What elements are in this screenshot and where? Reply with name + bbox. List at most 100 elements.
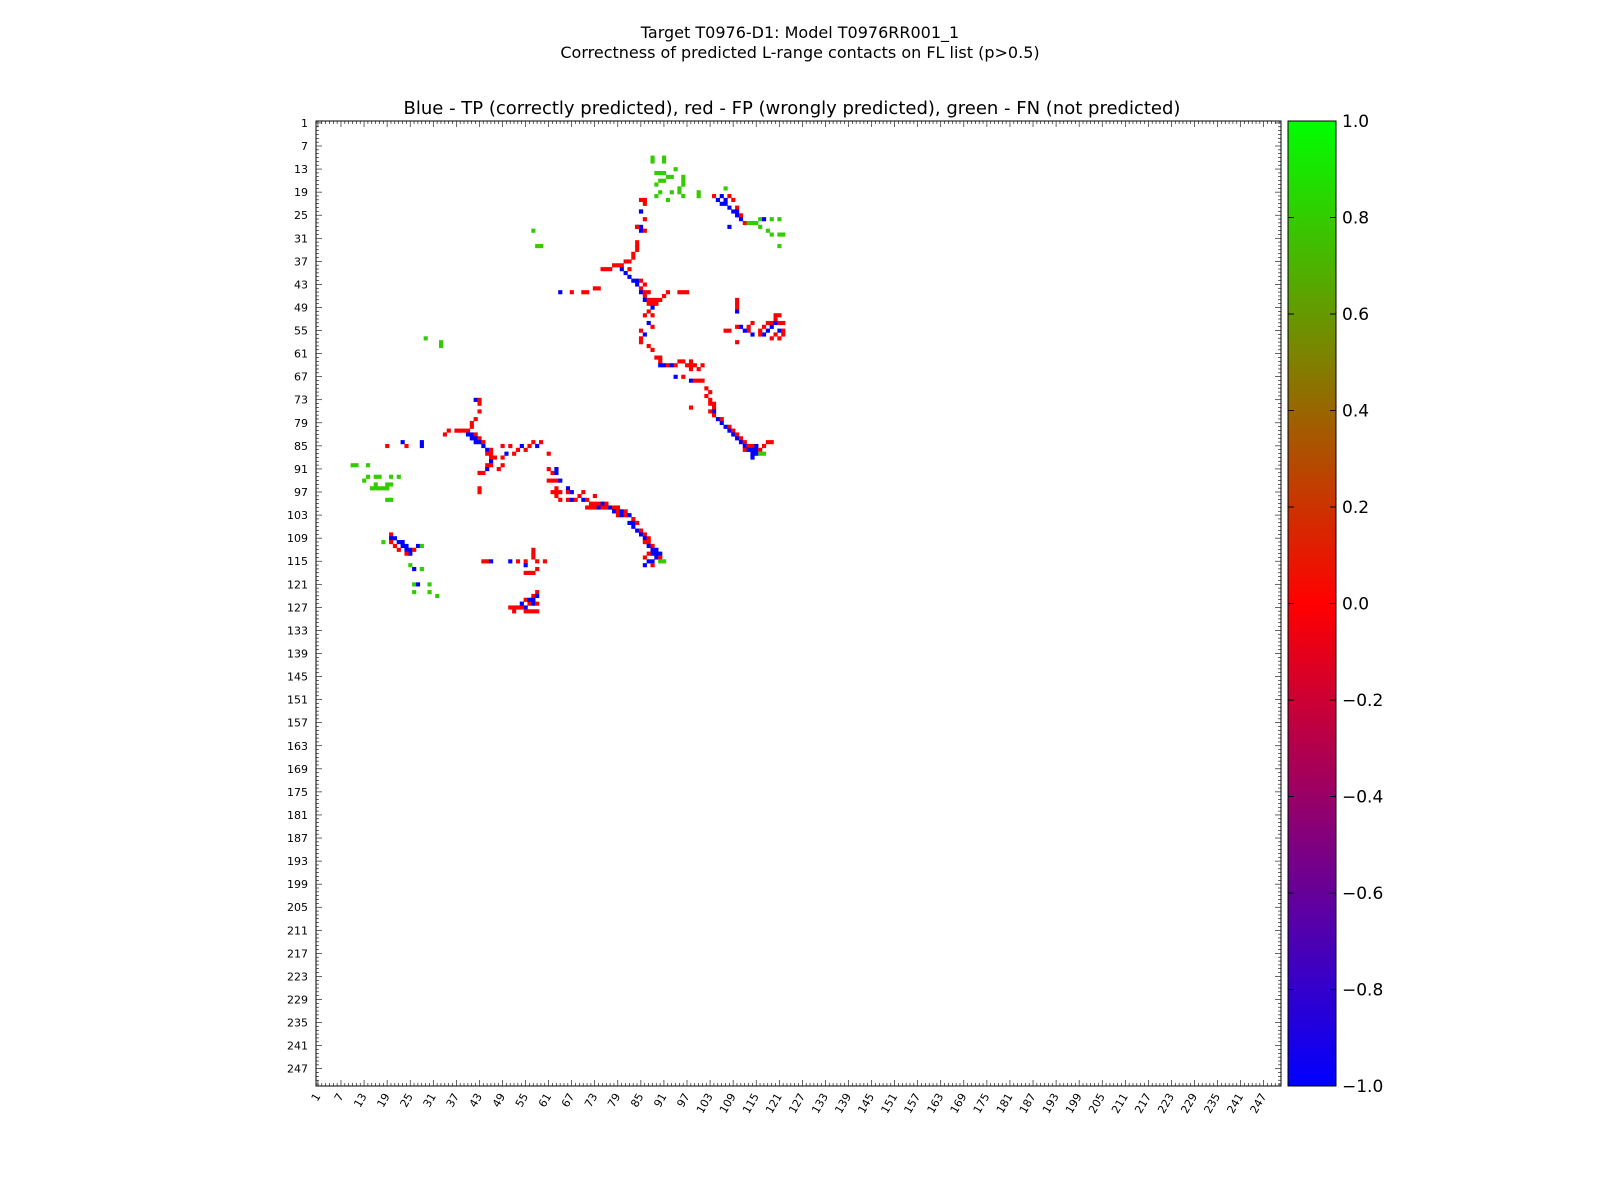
contact-cell-fn [658,559,663,564]
contact-cell-fn [412,590,417,595]
y-tick-label: 199 [287,878,308,891]
contact-cell-fn [381,540,386,545]
contact-cell-tp [569,497,574,502]
contact-cell-tp [769,324,774,329]
contact-cell-fp [531,551,536,556]
contact-cell-fp [777,336,782,341]
y-tick-label: 37 [294,255,308,268]
y-tick-label: 241 [287,1040,308,1053]
contact-cell-fp [558,490,563,495]
y-tick-label: 67 [294,371,308,384]
x-tick-label: 103 [694,1091,716,1116]
contact-cell-tp [742,443,747,449]
contact-cell-tp [400,540,405,545]
contact-cell-tp [623,270,628,276]
contact-cell-fp [681,359,686,364]
y-tick-label: 163 [287,740,308,753]
x-tick-label: 187 [1017,1091,1039,1116]
contact-cell-tp [473,436,478,441]
colorbar-tick-label: −1.0 [1342,1077,1383,1097]
contact-cell-fp [554,490,559,495]
contact-cell-fp [642,290,647,295]
contact-cell-tp [635,282,640,287]
x-tick-label: 61 [536,1091,554,1110]
contact-cell-tp [635,278,640,283]
contact-cell-fp [527,609,532,614]
colorbar-tick-label: 0.8 [1342,209,1369,229]
contact-cell-fp [781,320,786,326]
contact-cell-fp [688,367,694,372]
contact-cell-fp [515,605,521,610]
contact-cell-fp [723,328,728,333]
contact-cell-fp [515,447,521,452]
contact-cell-fn [696,190,701,195]
contact-cell-fp [658,355,663,360]
contact-cell-tp [754,451,759,456]
contact-cell-fp [592,493,597,499]
contact-cell-tp [619,513,624,518]
y-tick-label: 151 [287,694,308,707]
contact-cell-fp [700,378,705,383]
contact-cell-tp [750,332,755,337]
contact-cell-fp [473,417,478,422]
y-tick-label: 121 [287,578,308,591]
x-tick-label: 217 [1132,1091,1154,1116]
contact-cell-fp [550,478,555,483]
contact-cell-fp [477,490,482,495]
contact-cell-fp [635,224,640,229]
contact-cell-tp [715,417,720,422]
contact-cell-tp [627,513,632,518]
contact-cell-fp [735,205,740,210]
contact-cell-fn [665,197,670,203]
y-tick-label: 61 [294,348,308,361]
contact-cell-tp [727,205,732,210]
contact-cell-fn [365,463,371,468]
contact-cell-tp [719,201,724,206]
contact-cell-tp [719,420,724,426]
contact-cell-fn [439,343,444,349]
contact-cell-fp [712,405,717,410]
contact-cell-tp [727,428,732,433]
contact-cell-fp [585,497,590,502]
contact-cell-tp [750,455,755,460]
contact-cell-tp [627,520,632,525]
contact-cell-fp [781,328,786,333]
contact-cell-fp [462,428,467,433]
contact-cell-fn [408,563,413,568]
contact-cell-fp [650,347,655,352]
contact-cell-fn [777,244,782,249]
colorbar-tick-label: 0.2 [1342,498,1369,518]
contact-cell-fp [581,290,586,295]
contact-cell-tp [662,363,667,368]
contact-cell-tp [523,563,528,568]
contact-cell-fp [777,320,782,326]
y-tick-label: 49 [294,301,308,314]
contact-cell-tp [635,528,640,533]
contact-cell-fp [615,509,621,514]
contact-cell-fn [538,244,544,249]
contact-cell-tp [765,328,770,333]
y-tick-label: 109 [287,532,308,545]
contact-cell-fp [550,490,555,495]
x-tick-label: 43 [467,1091,485,1110]
contact-cell-fp [554,493,559,499]
contact-cell-tp [731,209,736,214]
contact-cell-fn [389,474,394,479]
contact-cell-fp [469,420,474,426]
contact-cell-tp [669,363,674,368]
contact-cell-fn [423,336,428,341]
y-tick-label: 25 [294,209,308,222]
contact-cell-fp [635,240,640,245]
contact-cell-tp [735,309,740,314]
contact-cell-tp [412,566,417,572]
contact-cell-fp [523,447,528,452]
x-tick-label: 85 [628,1091,646,1110]
contact-cell-fp [642,228,647,233]
contact-cell-tp [415,543,421,549]
contact-cell-fp [692,363,697,368]
contact-cell-fn [396,474,401,479]
contact-cell-fp [638,528,644,533]
x-tick-label: 169 [948,1091,970,1116]
contact-cell-fp [554,486,559,491]
contact-cell-tp [642,536,647,541]
